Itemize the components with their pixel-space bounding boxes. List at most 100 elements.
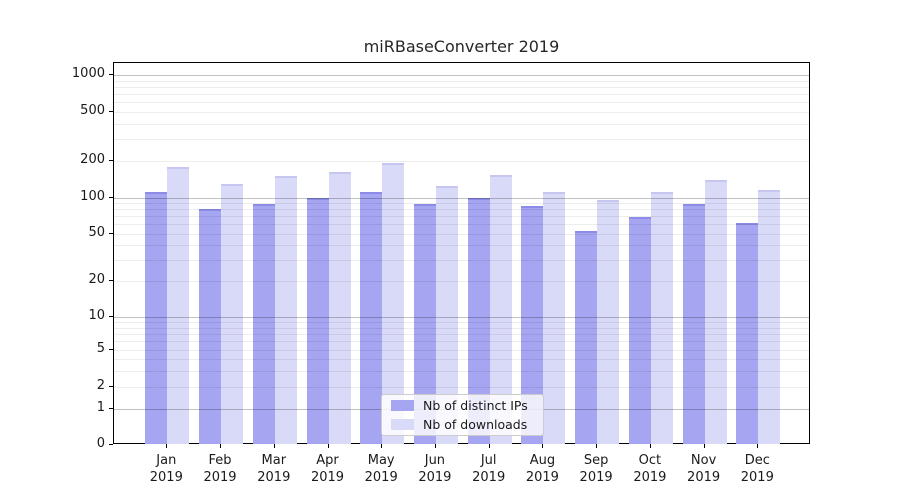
y-tick-label-1: 1 — [96, 400, 105, 415]
x-tick-month: Sep — [583, 453, 609, 468]
bar-jul-distinct-ips — [467, 197, 490, 444]
bar-feb-distinct-ips — [199, 209, 221, 444]
x-tick-label-feb: Feb 2019 — [188, 452, 252, 486]
y-tick-mark-1000 — [109, 74, 113, 75]
bar-nov-distinct-ips — [682, 204, 705, 444]
legend-row-downloads: Nb of downloads — [391, 417, 534, 432]
x-tick-mark-oct — [649, 444, 651, 448]
x-tick-year: 2019 — [472, 470, 506, 485]
y-tick-mark-0 — [109, 443, 113, 445]
bar-nov-downloads — [704, 180, 727, 444]
y-tick-label-2: 2 — [96, 378, 105, 393]
x-tick-label-jan: Jan 2019 — [134, 452, 198, 486]
x-tick-mark-may — [381, 444, 383, 448]
bar-sep-distinct-ips — [575, 230, 598, 444]
legend-swatch-icon — [391, 418, 414, 430]
gridline-minor-700 — [114, 94, 809, 95]
y-tick-label-500: 500 — [80, 103, 105, 118]
x-tick-year: 2019 — [203, 470, 237, 485]
gridline-minor-800 — [114, 86, 809, 88]
bar-jan-distinct-ips — [145, 192, 168, 444]
gridline-minor-400 — [114, 123, 809, 125]
bar-jan-downloads — [167, 167, 190, 444]
bar-jun-downloads — [435, 186, 458, 444]
x-tick-label-dec: Dec 2019 — [725, 452, 789, 486]
x-tick-year: 2019 — [525, 470, 559, 485]
legend-label: Nb of distinct IPs — [423, 397, 528, 413]
bar-jul-downloads — [489, 174, 512, 444]
x-tick-label-jun: Jun 2019 — [403, 452, 467, 486]
x-tick-mark-apr — [327, 444, 329, 448]
chart-title: miRBaseConverter 2019 — [363, 37, 560, 56]
x-tick-mark-mar — [273, 444, 275, 448]
gridline-minor-300 — [114, 139, 809, 140]
legend-label: Nb of downloads — [423, 416, 528, 432]
x-tick-year: 2019 — [418, 470, 452, 485]
x-tick-mark-sep — [596, 444, 598, 448]
legend-row-distinct-ips: Nb of distinct IPs — [391, 398, 534, 413]
x-tick-label-nov: Nov 2019 — [672, 452, 736, 486]
bar-jun-distinct-ips — [413, 204, 436, 444]
x-tick-mark-dec — [757, 444, 759, 448]
x-tick-label-mar: Mar 2019 — [242, 452, 306, 486]
y-tick-mark-10 — [109, 316, 113, 317]
x-tick-mark-feb — [220, 444, 221, 448]
y-tick-label-0: 0 — [96, 435, 105, 451]
x-tick-year: 2019 — [687, 470, 721, 485]
x-tick-mark-jan — [166, 444, 168, 448]
bar-aug-downloads — [543, 191, 566, 444]
y-tick-label-20: 20 — [88, 272, 105, 287]
x-tick-year: 2019 — [740, 470, 774, 485]
bar-may-downloads — [382, 162, 405, 444]
bar-apr-distinct-ips — [306, 197, 329, 444]
bar-oct-downloads — [650, 192, 673, 444]
x-tick-month: Mar — [261, 453, 287, 468]
bar-may-distinct-ips — [360, 191, 383, 444]
x-tick-label-jul: Jul 2019 — [457, 452, 521, 486]
x-tick-month: Jun — [424, 453, 446, 468]
y-tick-mark-50 — [109, 233, 113, 234]
bar-mar-downloads — [274, 175, 297, 444]
x-tick-mark-jul — [488, 444, 490, 448]
x-tick-year: 2019 — [579, 470, 613, 485]
x-tick-month: Feb — [208, 453, 232, 468]
x-tick-label-may: May 2019 — [349, 452, 413, 486]
x-tick-year: 2019 — [364, 470, 398, 485]
x-tick-label-oct: Oct 2019 — [618, 452, 682, 486]
x-tick-mark-jun — [434, 444, 436, 448]
x-tick-label-sep: Sep 2019 — [564, 452, 628, 486]
x-tick-mark-nov — [703, 444, 705, 448]
bar-apr-downloads — [328, 172, 351, 444]
y-tick-label-10: 10 — [88, 308, 105, 323]
legend-swatch-icon — [391, 399, 414, 411]
y-tick-mark-5 — [109, 349, 113, 350]
y-tick-label-5: 5 — [96, 341, 105, 356]
gridline-minor-200 — [114, 160, 809, 162]
y-tick-mark-500 — [109, 111, 113, 112]
x-tick-year: 2019 — [633, 470, 667, 485]
gridline-minor-600 — [114, 102, 809, 104]
legend: Nb of distinct IPs Nb of downloads — [381, 393, 544, 436]
bar-feb-downloads — [221, 183, 243, 444]
x-tick-month: Aug — [529, 453, 556, 468]
y-tick-label-100: 100 — [80, 188, 105, 204]
y-tick-mark-200 — [109, 159, 113, 161]
x-tick-year: 2019 — [310, 470, 345, 485]
plot-area: Nb of distinct IPs Nb of downloads — [113, 62, 810, 444]
x-tick-month: May — [367, 453, 395, 468]
y-tick-mark-20 — [109, 280, 113, 281]
x-tick-month: Jul — [480, 453, 497, 468]
x-tick-month: Oct — [638, 453, 662, 468]
y-tick-mark-1 — [109, 408, 113, 409]
x-tick-year: 2019 — [149, 470, 183, 485]
x-tick-label-aug: Aug 2019 — [510, 452, 574, 486]
x-tick-month: Nov — [690, 453, 717, 468]
x-tick-mark-aug — [542, 444, 544, 448]
x-tick-month: Apr — [316, 453, 339, 468]
y-tick-mark-100 — [109, 196, 113, 198]
x-tick-month: Jan — [156, 453, 177, 468]
y-tick-mark-2 — [109, 386, 113, 387]
gridline-minor-900 — [114, 80, 809, 82]
x-tick-year: 2019 — [257, 470, 291, 485]
